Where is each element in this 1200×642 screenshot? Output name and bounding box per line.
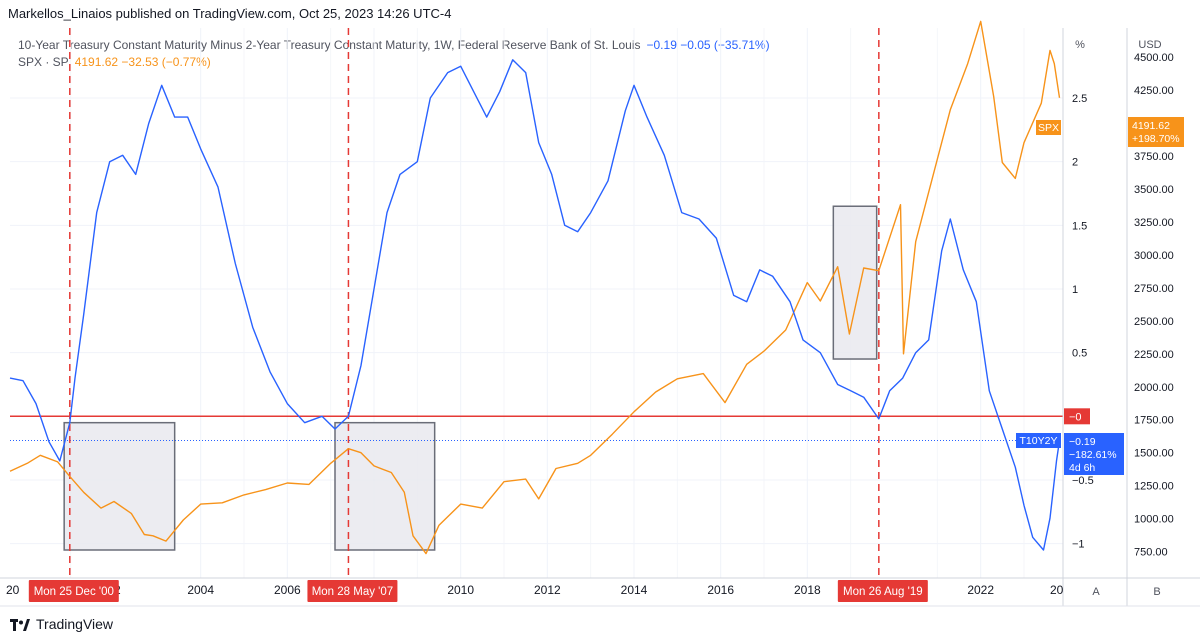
x-tick-label: 2010 <box>447 583 474 597</box>
scale-button-a-label: A <box>1092 586 1100 598</box>
x-tick-label-end: 20 <box>1050 583 1064 597</box>
marker-date-badge-2 <box>307 580 398 602</box>
right-tick-label: 3000.00 <box>1134 250 1174 262</box>
right-tick-label: 4250.00 <box>1134 85 1174 97</box>
left-tick-label: −1 <box>1072 539 1085 551</box>
x-tick-label-start: 20 <box>6 583 20 597</box>
tradingview-footer: TradingView <box>10 616 113 632</box>
marker-date-label: Mon 28 May '07 <box>312 586 393 598</box>
left-tick-label: −0.5 <box>1072 475 1094 487</box>
legend-t10y2y-name: 10-Year Treasury Constant Maturity Minus… <box>18 38 641 52</box>
legend-spx: SPX · SP 4191.62 −32.53 (−0.77%) <box>18 55 211 69</box>
right-tick-label: 1500.00 <box>1134 448 1174 460</box>
left-tick-label: 1.5 <box>1072 220 1087 232</box>
right-axis-unit: USD <box>1138 39 1161 51</box>
x-tick-label: 2014 <box>621 583 648 597</box>
t10y2y-pct: −182.61% <box>1069 449 1117 461</box>
right-tick-label: 2250.00 <box>1134 349 1174 361</box>
scale-button-b-label: B <box>1153 586 1160 598</box>
right-tick-label: 3750.00 <box>1134 151 1174 163</box>
x-tick-label: 2016 <box>707 583 734 597</box>
right-tick-label: 3500.00 <box>1134 184 1174 196</box>
tradingview-brand: TradingView <box>36 616 114 632</box>
series-line-spx <box>9 20 1061 555</box>
legend-spx-name: SPX · SP <box>18 55 69 69</box>
marker-date-label: Mon 25 Dec '00 <box>34 586 114 598</box>
x-tick-label: 2006 <box>274 583 301 597</box>
scale-button-b[interactable] <box>1149 583 1165 599</box>
spx-value-badge <box>1128 117 1184 147</box>
shaded-box-3 <box>832 205 878 360</box>
tradingview-logo-icon <box>10 618 30 631</box>
right-tick-label: 2750.00 <box>1134 283 1174 295</box>
shaded-box-2 <box>334 421 436 551</box>
t10y2y-value: −0.19 <box>1069 436 1096 448</box>
right-tick-label: 1000.00 <box>1134 514 1174 526</box>
left-axis-unit: % <box>1075 39 1085 51</box>
marker-date-badge-1 <box>28 580 119 602</box>
left-tick-label: 2 <box>1072 157 1078 169</box>
right-tick-label: 1250.00 <box>1134 481 1174 493</box>
right-tick-label: 2000.00 <box>1134 382 1174 394</box>
left-tick-label: 0.5 <box>1072 348 1087 360</box>
series-line-t10y2y <box>9 59 1061 551</box>
publisher-line: Markellos_Linaios published on TradingVi… <box>8 6 452 21</box>
legend-spx-values: 4191.62 −32.53 (−0.77%) <box>74 55 211 69</box>
spx-tag-label: SPX <box>1038 122 1059 134</box>
x-tick-label: 2012 <box>534 583 561 597</box>
right-tick-label: 4500.00 <box>1134 52 1174 64</box>
zero-value-badge <box>1064 408 1090 425</box>
scale-button-a[interactable] <box>1088 583 1104 599</box>
right-tick-label: 750.00 <box>1134 547 1168 559</box>
t10y2y-tag-label: T10Y2Y <box>1020 435 1058 447</box>
left-tick-label: 2.5 <box>1072 93 1087 105</box>
marker-date-badge-3 <box>837 580 928 602</box>
x-tick-label: 2018 <box>794 583 821 597</box>
zero-value-label: −0 <box>1069 411 1082 423</box>
spx-price: 4191.62 <box>1132 120 1170 132</box>
right-tick-label: 3250.00 <box>1134 217 1174 229</box>
x-tick-label: 2004 <box>187 583 214 597</box>
t10y2y-time: 4d 6h <box>1069 462 1095 474</box>
right-tick-label: 1750.00 <box>1134 415 1174 427</box>
right-tick-label: 2500.00 <box>1134 316 1174 328</box>
spx-series-tag <box>1036 120 1061 135</box>
marker-date-label: Mon 26 Aug '19 <box>843 586 923 598</box>
x-tick-label: 2022 <box>967 583 994 597</box>
t10y2y-value-badge <box>1064 433 1124 475</box>
t10y2y-series-tag <box>1016 433 1061 448</box>
left-tick-label: 1 <box>1072 284 1078 296</box>
spx-pct: +198.70% <box>1132 133 1180 145</box>
shaded-box-1 <box>63 421 176 551</box>
